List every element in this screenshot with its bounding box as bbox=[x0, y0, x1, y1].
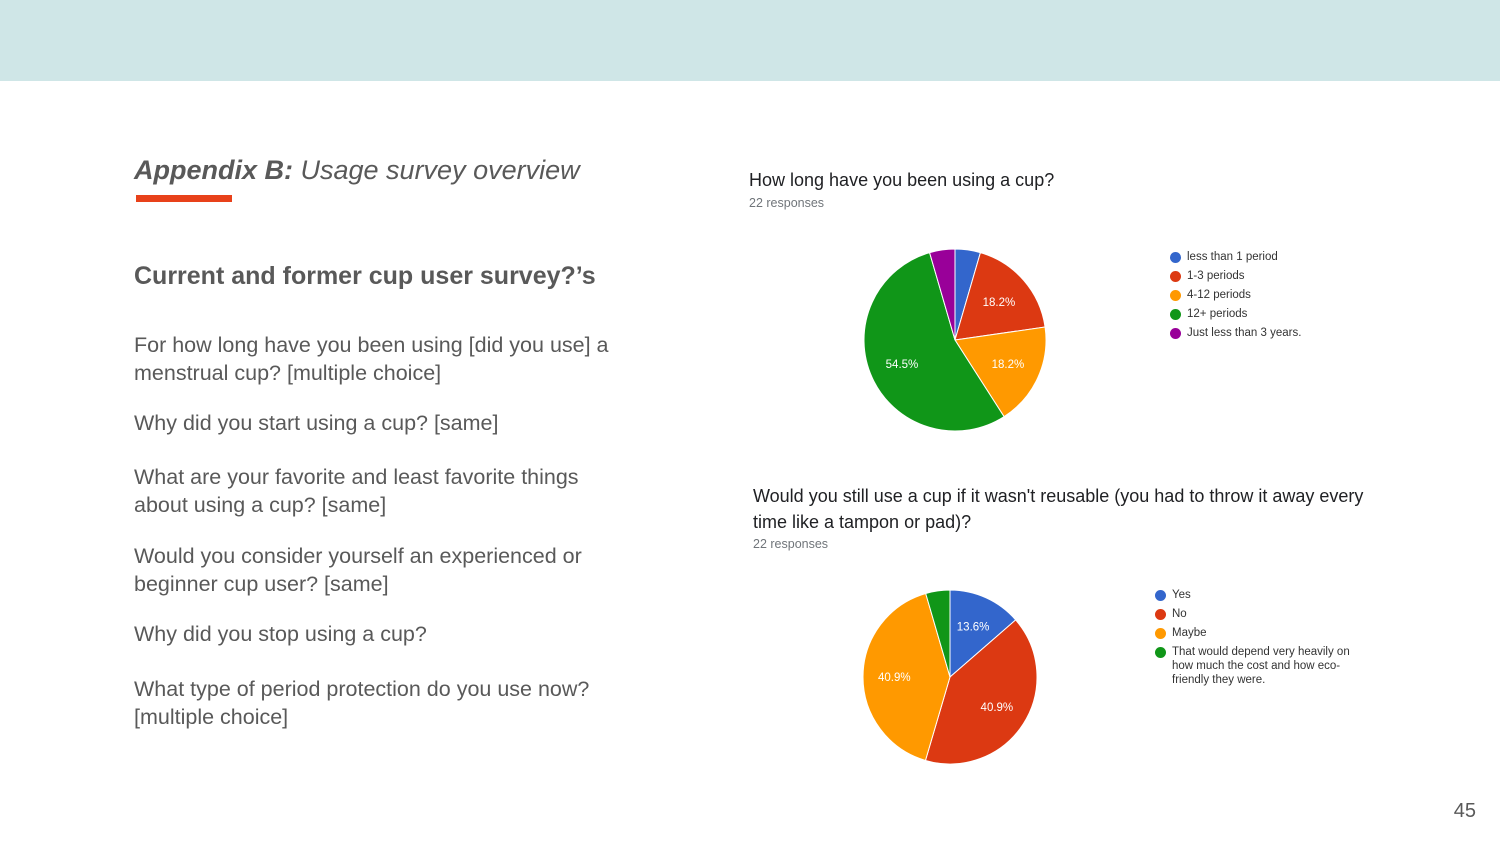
pie-data-label-2: 40.9% bbox=[981, 702, 1014, 714]
legend-swatch bbox=[1170, 252, 1181, 263]
pie-data-label-3: 18.2% bbox=[992, 359, 1025, 371]
legend-label: 4-12 periods bbox=[1187, 289, 1251, 301]
pie-slice-3 bbox=[954, 326, 1047, 418]
legend-item: No bbox=[1155, 607, 1360, 621]
legend-item: That would depend very heavily on how mu… bbox=[1155, 645, 1360, 687]
legend-label: 1-3 periods bbox=[1187, 270, 1245, 282]
slide-title-bold: Appendix B: bbox=[134, 155, 293, 185]
chart-1-title: How long have you been using a cup? bbox=[749, 170, 1055, 190]
chart-2-title: Would you still use a cup if it wasn't r… bbox=[753, 486, 1364, 532]
legend-swatch bbox=[1155, 609, 1166, 620]
legend-swatch bbox=[1170, 271, 1181, 282]
legend-item: 12+ periods bbox=[1170, 307, 1370, 321]
title-underline bbox=[136, 195, 232, 202]
question-6: What type of period protection do you us… bbox=[134, 677, 590, 729]
pie-slice-1 bbox=[949, 589, 1017, 679]
question-1: For how long have you been using [did yo… bbox=[134, 333, 609, 385]
question-3: What are your favorite and least favorit… bbox=[134, 465, 579, 517]
legend-label: That would depend very heavily on how mu… bbox=[1172, 646, 1350, 686]
slide-title: Appendix B: Usage survey overview bbox=[134, 155, 580, 186]
legend-swatch bbox=[1170, 290, 1181, 301]
legend-item: 1-3 periods bbox=[1170, 269, 1370, 283]
legend-swatch bbox=[1155, 628, 1166, 639]
legend-item: Yes bbox=[1155, 588, 1360, 602]
slide-title-rest: Usage survey overview bbox=[293, 155, 580, 185]
pie-slice-2 bbox=[924, 619, 1038, 765]
legend-swatch bbox=[1170, 309, 1181, 320]
pie-data-label-1: 13.6% bbox=[957, 621, 990, 633]
legend-swatch bbox=[1170, 328, 1181, 339]
pie-slice-4 bbox=[925, 589, 951, 678]
legend-item: 4-12 periods bbox=[1170, 288, 1370, 302]
legend-label: Just less than 3 years. bbox=[1187, 327, 1302, 339]
header-band bbox=[0, 0, 1500, 81]
chart-2-responses: 22 responses bbox=[753, 537, 829, 551]
question-5: Why did you stop using a cup? bbox=[134, 622, 427, 646]
chart-1-pie: 18.2% 18.2% 54.5% bbox=[863, 248, 1047, 432]
legend-label: Maybe bbox=[1172, 627, 1207, 639]
pie-slice-5 bbox=[928, 248, 956, 341]
question-4: Would you consider yourself an experienc… bbox=[134, 544, 582, 596]
legend-item: less than 1 period bbox=[1170, 250, 1370, 264]
legend-label: No bbox=[1172, 608, 1187, 620]
legend-item: Just less than 3 years. bbox=[1170, 326, 1370, 340]
question-2: Why did you start using a cup? [same] bbox=[134, 411, 499, 435]
section-heading: Current and former cup user survey?’s bbox=[134, 262, 596, 290]
legend-item: Maybe bbox=[1155, 626, 1360, 640]
chart-1-legend: less than 1 period 1-3 periods 4-12 period… bbox=[1170, 250, 1370, 345]
legend-swatch bbox=[1155, 590, 1166, 601]
pie-data-label-3: 40.9% bbox=[878, 672, 911, 684]
page-number: 45 bbox=[1453, 800, 1476, 822]
chart-2-pie: 13.6% 40.9% 40.9% bbox=[862, 589, 1038, 765]
legend-swatch bbox=[1155, 647, 1166, 658]
legend-label: less than 1 period bbox=[1187, 251, 1278, 263]
chart-1-responses: 22 responses bbox=[749, 196, 825, 210]
legend-label: 12+ periods bbox=[1187, 308, 1248, 320]
pie-data-label-2: 18.2% bbox=[983, 297, 1016, 309]
chart-2-legend: Yes No Maybe That would depend very heavily… bbox=[1155, 588, 1360, 692]
legend-label: Yes bbox=[1172, 589, 1191, 601]
pie-slice-4 bbox=[863, 251, 1005, 432]
pie-slice-3 bbox=[862, 592, 951, 762]
pie-data-label-4: 54.5% bbox=[886, 359, 919, 371]
pie-slice-2 bbox=[954, 252, 1046, 341]
